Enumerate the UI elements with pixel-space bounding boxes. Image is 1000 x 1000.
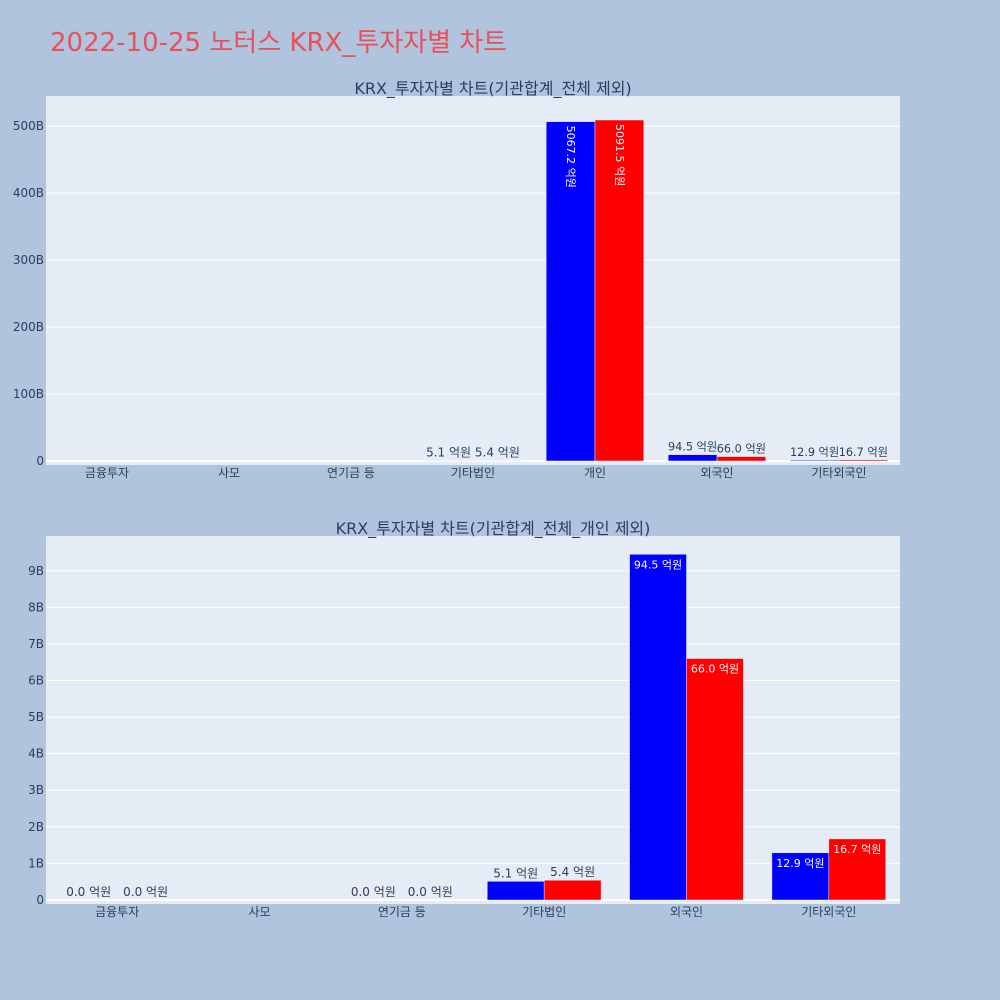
bar-value-label: 16.7 억원 <box>833 843 881 856</box>
bar-value-label: 16.7 억원 <box>839 445 888 459</box>
y-tick-label: 400B <box>13 186 44 200</box>
bar-value-label: 94.5 억원 <box>634 558 682 571</box>
bar-value-label: 12.9 억원 <box>776 857 824 870</box>
x-tick-label: 사모 <box>218 466 240 480</box>
y-tick-label: 300B <box>13 253 44 267</box>
bar-value-label: 5.4 억원 <box>550 865 595 879</box>
x-tick-label: 기타외국인 <box>811 466 866 480</box>
bar-buy <box>789 459 840 462</box>
bar-value-label: 5.1 억원 <box>426 446 471 460</box>
chart-panel-bottom: KRX_투자자별 차트(기관합계_전체_개인 제외) 0 1B 2B 3B 4B 5B 6B 7… <box>28 519 900 919</box>
y-tick-label: 200B <box>13 320 44 334</box>
y-tick-label: 5B <box>28 710 44 724</box>
y-tick-label: 500B <box>13 119 44 133</box>
y-tick-label: 100B <box>13 387 44 401</box>
y-tick-label: 7B <box>28 637 44 651</box>
page-title: 2022-10-25 노터스 KRX_투자자별 차트 <box>50 28 508 58</box>
bar-value-label: 94.5 억원 <box>668 440 717 454</box>
bar-value-label: 66.0 억원 <box>717 442 766 456</box>
bar-value-label: 5.1 억원 <box>493 866 538 880</box>
x-tick-label: 기타외국인 <box>801 905 856 919</box>
bar-value-label: 0.0 억원 <box>351 885 396 899</box>
chart-title: KRX_투자자별 차트(기관합계_전체_개인 제외) <box>336 519 651 539</box>
bar-value-label: 5067.2 억원 <box>564 126 577 188</box>
y-tick-label: 0 <box>36 893 44 907</box>
bar-buy <box>486 881 545 901</box>
y-tick-label: 9B <box>28 564 44 578</box>
bar-value-label: 5091.5 억원 <box>613 124 626 186</box>
bar-value-label: 0.0 억원 <box>66 885 111 899</box>
x-tick-label: 금융투자 <box>95 905 139 919</box>
y-tick-label: 3B <box>28 783 44 797</box>
x-tick-label: 사모 <box>248 905 270 919</box>
bar-value-label: 5.4 억원 <box>475 446 520 460</box>
bar-value-label: 0.0 억원 <box>408 885 453 899</box>
y-tick-label: 4B <box>28 747 44 761</box>
x-tick-label: 기타법인 <box>451 466 495 480</box>
bar-buy <box>771 852 830 901</box>
plot-area <box>46 536 900 904</box>
bar-sell <box>716 456 767 462</box>
bar-value-label: 0.0 억원 <box>123 885 168 899</box>
bar-buy <box>629 554 687 901</box>
bar-buy <box>667 454 718 462</box>
x-tick-label: 기타법인 <box>522 905 566 919</box>
bar-sell <box>594 119 645 462</box>
x-tick-label: 금융투자 <box>85 466 129 480</box>
y-tick-label: 0 <box>36 454 44 468</box>
chart-title: KRX_투자자별 차트(기관합계_전체 제외) <box>354 79 631 99</box>
x-tick-label: 개인 <box>584 466 606 480</box>
bar-value-label: 66.0 억원 <box>691 663 739 676</box>
x-tick-label: 외국인 <box>700 466 733 480</box>
bar-sell <box>686 658 744 901</box>
bar-sell <box>828 838 887 901</box>
bar-sell <box>838 459 889 462</box>
bar-value-label: 12.9 억원 <box>790 445 839 459</box>
x-tick-label: 외국인 <box>670 905 703 919</box>
plot-area <box>46 96 900 465</box>
x-tick-label: 연기금 등 <box>378 905 426 919</box>
y-tick-label: 8B <box>28 600 44 614</box>
y-tick-label: 2B <box>28 820 44 834</box>
chart-panel-top: KRX_투자자별 차트(기관합계_전체 제외) 0 100B 200B 300B 400B… <box>13 79 900 480</box>
bar-sell <box>543 879 602 901</box>
x-tick-label: 연기금 등 <box>327 466 375 480</box>
y-tick-label: 1B <box>28 856 44 870</box>
y-tick-label: 6B <box>28 674 44 688</box>
